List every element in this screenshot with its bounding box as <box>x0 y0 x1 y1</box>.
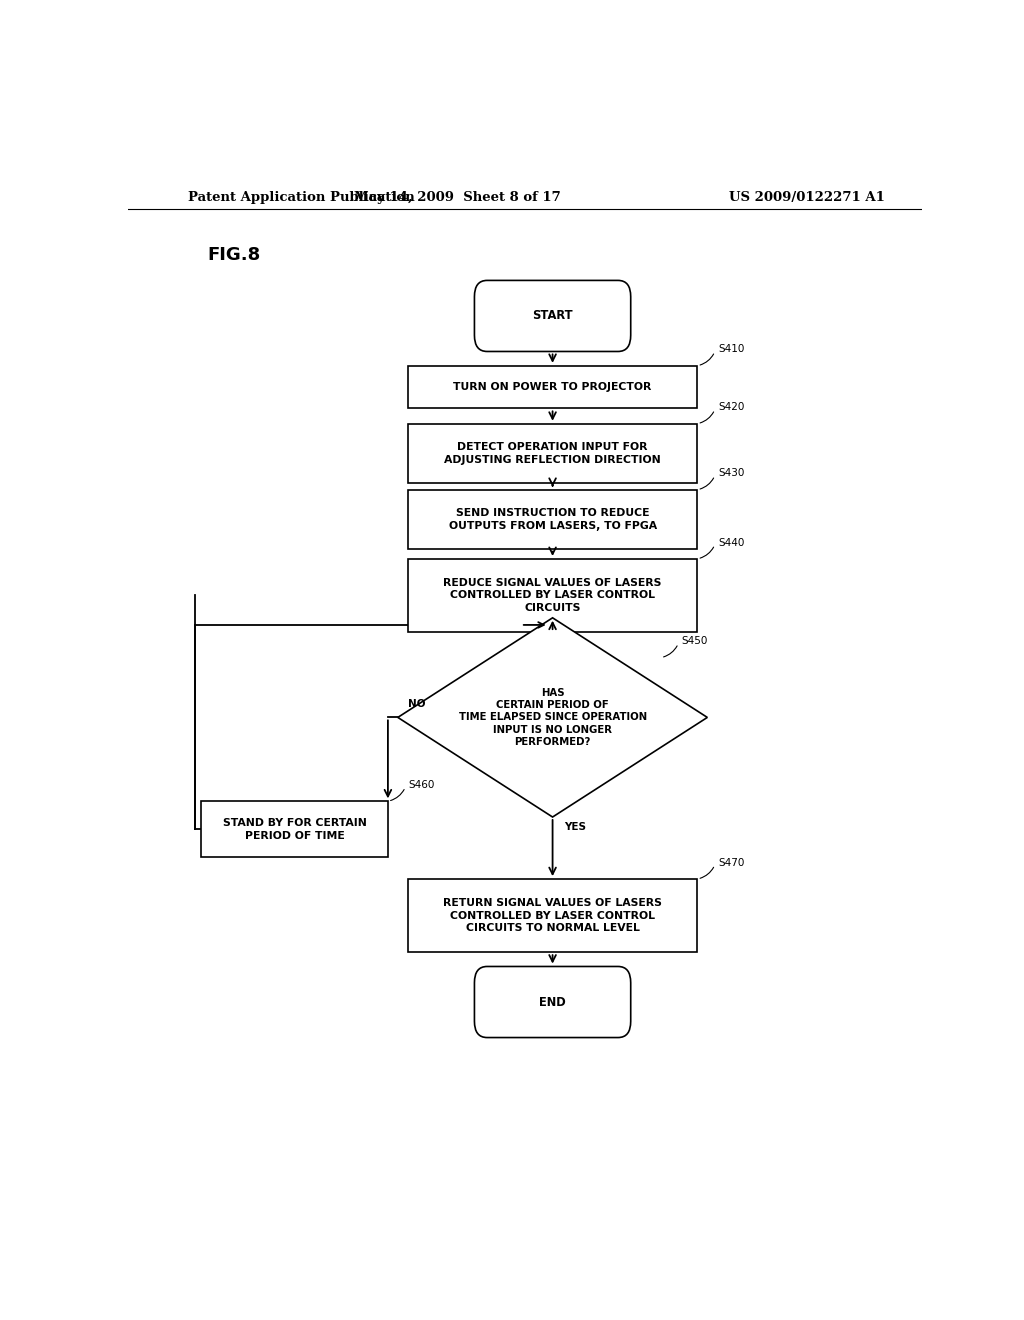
Text: FIG.8: FIG.8 <box>207 246 261 264</box>
Text: END: END <box>540 995 566 1008</box>
Text: HAS
CERTAIN PERIOD OF
TIME ELAPSED SINCE OPERATION
INPUT IS NO LONGER
PERFORMED?: HAS CERTAIN PERIOD OF TIME ELAPSED SINCE… <box>459 688 646 747</box>
Text: SEND INSTRUCTION TO REDUCE
OUTPUTS FROM LASERS, TO FPGA: SEND INSTRUCTION TO REDUCE OUTPUTS FROM … <box>449 508 656 531</box>
Text: May 14, 2009  Sheet 8 of 17: May 14, 2009 Sheet 8 of 17 <box>354 190 561 203</box>
Text: START: START <box>532 309 572 322</box>
Text: S440: S440 <box>718 537 744 548</box>
Text: DETECT OPERATION INPUT FOR
ADJUSTING REFLECTION DIRECTION: DETECT OPERATION INPUT FOR ADJUSTING REF… <box>444 442 660 465</box>
Text: S420: S420 <box>718 403 744 412</box>
Text: S460: S460 <box>409 780 435 789</box>
Text: TURN ON POWER TO PROJECTOR: TURN ON POWER TO PROJECTOR <box>454 381 651 392</box>
Text: STAND BY FOR CERTAIN
PERIOD OF TIME: STAND BY FOR CERTAIN PERIOD OF TIME <box>222 818 367 841</box>
Bar <box>202 801 388 857</box>
Bar <box>408 490 697 549</box>
Text: S430: S430 <box>718 469 744 478</box>
Text: REDUCE SIGNAL VALUES OF LASERS
CONTROLLED BY LASER CONTROL
CIRCUITS: REDUCE SIGNAL VALUES OF LASERS CONTROLLE… <box>443 578 662 614</box>
FancyBboxPatch shape <box>474 966 631 1038</box>
Text: S410: S410 <box>718 345 744 355</box>
Text: S470: S470 <box>718 858 744 867</box>
Text: RETURN SIGNAL VALUES OF LASERS
CONTROLLED BY LASER CONTROL
CIRCUITS TO NORMAL LE: RETURN SIGNAL VALUES OF LASERS CONTROLLE… <box>443 898 662 933</box>
Bar <box>408 879 697 952</box>
Text: NO: NO <box>408 700 425 709</box>
Text: YES: YES <box>564 822 587 832</box>
Bar <box>408 558 697 632</box>
FancyBboxPatch shape <box>474 280 631 351</box>
Bar <box>408 424 697 483</box>
Text: S450: S450 <box>682 636 708 647</box>
Text: US 2009/0122271 A1: US 2009/0122271 A1 <box>729 190 885 203</box>
Text: Patent Application Publication: Patent Application Publication <box>187 190 415 203</box>
Polygon shape <box>397 618 708 817</box>
Bar <box>408 366 697 408</box>
